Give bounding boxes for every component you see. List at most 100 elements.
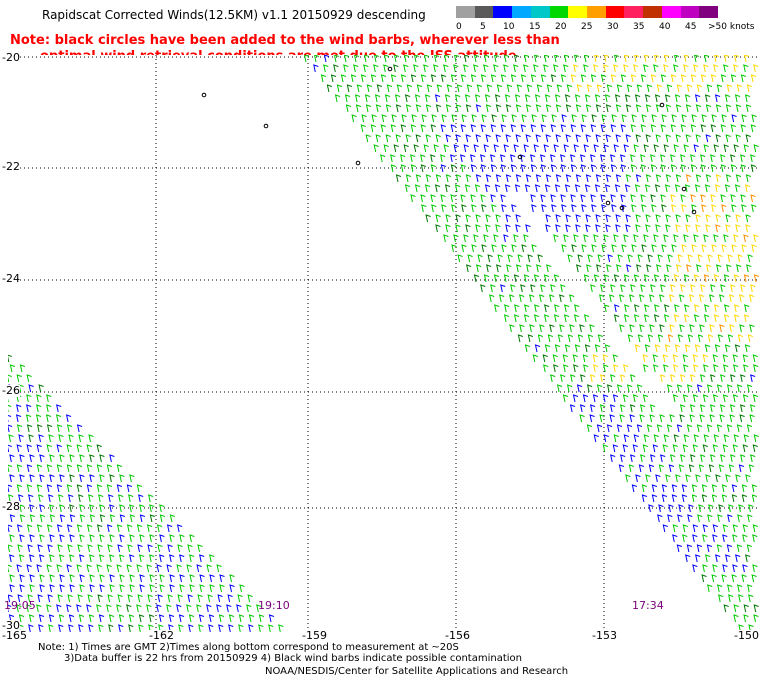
wind-barb bbox=[27, 544, 33, 553]
wind-barb bbox=[564, 304, 570, 313]
wind-barb bbox=[593, 434, 599, 443]
wind-barb bbox=[690, 194, 696, 203]
wind-barb bbox=[679, 404, 686, 413]
wind-barb bbox=[49, 474, 55, 483]
wind-barb bbox=[405, 104, 412, 113]
wind-barb bbox=[721, 484, 728, 493]
wind-barb bbox=[434, 94, 441, 103]
wind-barb bbox=[489, 294, 495, 303]
wind-barb bbox=[723, 144, 729, 153]
wind-barb bbox=[745, 554, 751, 563]
wind-barb bbox=[126, 484, 133, 493]
wind-barb bbox=[371, 114, 377, 123]
wind-barb bbox=[570, 154, 576, 163]
wind-barb bbox=[179, 554, 185, 563]
wind-barb bbox=[730, 194, 736, 203]
wind-barb bbox=[677, 334, 684, 343]
wind-barb bbox=[117, 594, 123, 603]
wind-barb bbox=[355, 104, 362, 113]
wind-barb bbox=[119, 574, 125, 583]
wind-barb bbox=[521, 244, 527, 253]
wind-barb bbox=[692, 524, 698, 533]
wind-barb bbox=[455, 224, 461, 233]
wind-barb bbox=[465, 174, 472, 183]
wind-barb bbox=[79, 584, 85, 593]
wind-barb bbox=[586, 384, 593, 393]
wind-barb bbox=[360, 74, 367, 83]
wind-barb bbox=[313, 55, 320, 63]
wind-barb bbox=[218, 624, 224, 633]
wind-barb bbox=[741, 484, 748, 493]
wind-barb bbox=[86, 484, 93, 493]
wind-barb bbox=[206, 564, 212, 573]
wind-barb bbox=[166, 564, 172, 573]
wind-barb bbox=[119, 554, 125, 563]
wind-barb bbox=[580, 154, 586, 163]
wind-barb bbox=[8, 544, 13, 553]
wind-barb bbox=[166, 524, 173, 533]
wind-barb bbox=[661, 204, 667, 213]
wind-barb bbox=[56, 424, 63, 433]
wind-barb bbox=[706, 84, 713, 93]
wind-barb bbox=[471, 244, 477, 253]
wind-barb bbox=[616, 84, 623, 93]
wind-barb bbox=[746, 384, 753, 393]
wind-barb bbox=[632, 394, 639, 403]
wind-barb bbox=[703, 144, 709, 153]
wind-barb bbox=[116, 564, 122, 573]
wind-barb bbox=[687, 514, 693, 523]
wind-barb bbox=[651, 484, 658, 493]
wind-barb bbox=[36, 484, 43, 493]
wind-barb bbox=[420, 74, 427, 83]
wind-barb bbox=[685, 174, 692, 183]
wind-barb bbox=[724, 344, 731, 353]
wind-barb bbox=[189, 584, 195, 593]
wind-barb bbox=[749, 324, 755, 333]
wind-barb bbox=[744, 344, 751, 353]
wind-barb bbox=[683, 364, 689, 373]
colorbar-tick: 40 bbox=[659, 22, 671, 32]
wind-barb bbox=[590, 164, 597, 173]
wind-barb bbox=[579, 324, 585, 333]
wind-barb bbox=[541, 204, 547, 213]
wind-barb bbox=[704, 94, 711, 103]
wind-barb bbox=[413, 55, 420, 63]
wind-barb bbox=[623, 144, 629, 153]
wind-barb bbox=[365, 134, 371, 143]
wind-barb bbox=[694, 304, 700, 313]
wind-barb bbox=[56, 404, 62, 413]
wind-barb bbox=[68, 614, 75, 623]
wind-barb bbox=[682, 534, 688, 543]
wind-barb bbox=[728, 504, 734, 513]
wind-barb bbox=[690, 124, 696, 133]
wind-barb bbox=[440, 194, 446, 203]
wind-barb bbox=[364, 94, 371, 103]
wind-barb bbox=[716, 264, 722, 273]
wind-barb bbox=[611, 204, 617, 213]
wind-barb bbox=[463, 234, 469, 243]
wind-barb bbox=[740, 154, 746, 163]
wind-barb bbox=[66, 524, 73, 533]
wind-barb bbox=[413, 64, 419, 73]
wind-barb bbox=[700, 154, 706, 163]
wind-barb bbox=[573, 144, 579, 153]
wind-barb bbox=[8, 434, 14, 443]
wind-barb bbox=[666, 384, 673, 393]
wind-barb bbox=[129, 584, 135, 593]
wind-barb bbox=[615, 174, 622, 183]
wind-barb bbox=[691, 114, 697, 123]
wind-barb bbox=[563, 64, 569, 73]
wind-barb bbox=[720, 124, 726, 133]
wind-barb bbox=[629, 414, 635, 423]
wind-barb bbox=[513, 234, 519, 243]
wind-barb bbox=[107, 544, 113, 553]
wind-barb bbox=[493, 274, 500, 283]
wind-barb bbox=[692, 564, 698, 573]
wind-barb bbox=[583, 144, 589, 153]
wind-barb bbox=[726, 84, 733, 93]
wind-barb bbox=[551, 204, 557, 213]
wind-barb bbox=[615, 134, 621, 143]
wind-barb bbox=[721, 114, 727, 123]
wind-barb bbox=[663, 144, 669, 153]
wind-barb bbox=[414, 184, 421, 193]
